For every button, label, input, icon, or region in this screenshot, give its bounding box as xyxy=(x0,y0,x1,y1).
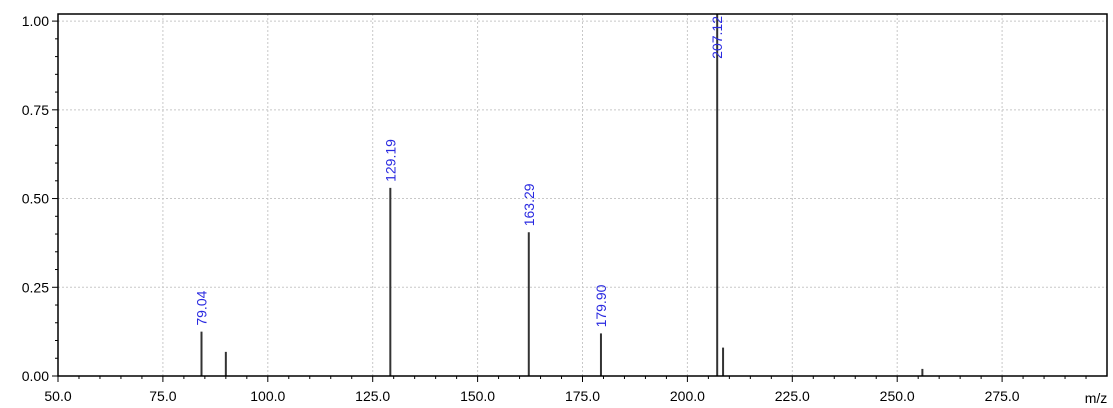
x-tick-label: 150.0 xyxy=(460,388,495,404)
x-tick-label: 250.0 xyxy=(880,388,915,404)
peak-label: 207.12 xyxy=(709,16,725,59)
y-tick-label: 0.00 xyxy=(22,368,49,384)
grid xyxy=(58,14,1107,376)
x-tick-label: 50.0 xyxy=(44,388,71,404)
peak-label: 79.04 xyxy=(194,290,210,325)
x-tick-label: 275.0 xyxy=(985,388,1020,404)
y-tick-label: 0.75 xyxy=(22,102,49,118)
y-tick-label: 0.50 xyxy=(22,191,49,207)
x-tick-label: 200.0 xyxy=(670,388,705,404)
x-tick-label: 225.0 xyxy=(775,388,810,404)
peak-labels: 79.04 129.19 163.29 179.90 207.12 xyxy=(194,16,726,328)
peak-label: 179.90 xyxy=(593,284,609,327)
peak-label: 129.19 xyxy=(382,139,398,182)
x-tick-label: 175.0 xyxy=(565,388,600,404)
y-tick-label: 0.25 xyxy=(22,279,49,295)
peak-label: 163.29 xyxy=(521,183,537,226)
y-tick-label: 1.00 xyxy=(22,13,49,29)
x-axis-label: m/z xyxy=(1085,390,1108,406)
x-axis-ticks: 50.0 75.0 100.0 125.0 150.0 175.0 200.0 225.0 25… xyxy=(44,376,1087,404)
x-tick-label: 75.0 xyxy=(149,388,176,404)
x-tick-label: 125.0 xyxy=(355,388,390,404)
y-axis-ticks: 0.00 0.25 0.50 0.75 1.00 xyxy=(22,13,58,384)
x-tick-label: 100.0 xyxy=(250,388,285,404)
peaks xyxy=(200,14,924,376)
